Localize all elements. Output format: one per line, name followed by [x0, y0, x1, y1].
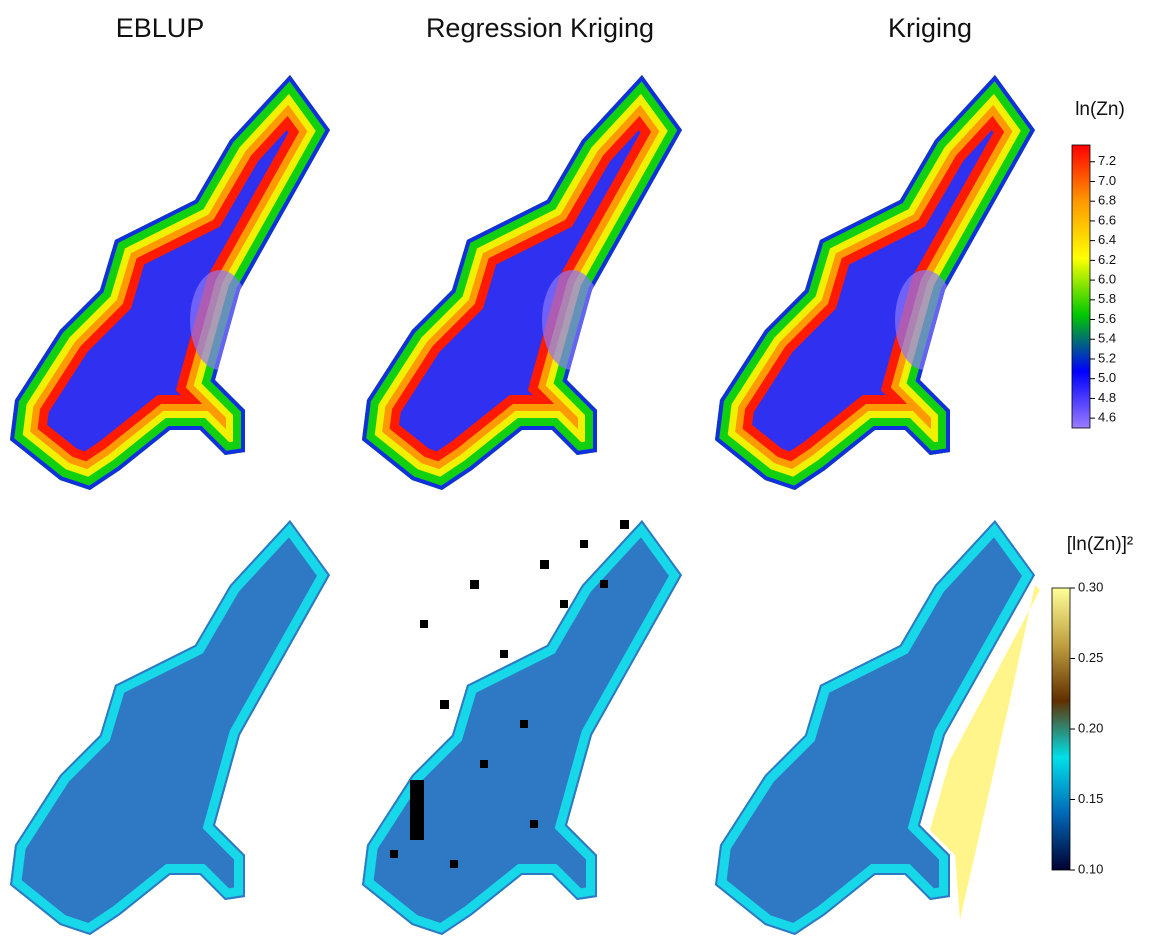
- tick-label: 5.8: [1098, 291, 1116, 306]
- tick-label: 7.2: [1098, 153, 1116, 168]
- tick-label: 6.0: [1098, 272, 1116, 287]
- tick-label: 7.0: [1098, 173, 1116, 188]
- map: [715, 75, 1035, 490]
- colorbar-title: ln(Zn): [1075, 99, 1125, 120]
- tick-label: 6.4: [1098, 232, 1116, 247]
- panel-title: Kriging: [888, 13, 972, 43]
- tick-label: 6.6: [1098, 212, 1116, 227]
- figure: EBLUP Regression Kriging Kriging ln(Zn) …: [0, 0, 1151, 938]
- tick-label: 4.6: [1098, 410, 1116, 425]
- colorbar: [1072, 145, 1090, 428]
- panel-title: EBLUP: [116, 13, 205, 43]
- tick-label: 5.2: [1098, 350, 1116, 365]
- tick-label: 4.8: [1098, 390, 1116, 405]
- colorbar: [1052, 588, 1070, 870]
- tick-label: 5.0: [1098, 370, 1116, 385]
- tick-label: 0.20: [1078, 720, 1103, 735]
- tick-label: 0.10: [1078, 861, 1103, 876]
- panel-title: Regression Kriging: [426, 13, 654, 43]
- maps: [10, 75, 1045, 935]
- map: [10, 75, 330, 490]
- map: [10, 520, 340, 935]
- tick-label: 5.4: [1098, 331, 1116, 346]
- tick-label: 5.6: [1098, 311, 1116, 326]
- tick-label: 0.15: [1078, 791, 1103, 806]
- tick-label: 0.30: [1078, 579, 1103, 594]
- tick-label: 6.2: [1098, 252, 1116, 267]
- tick-label: 6.8: [1098, 193, 1116, 208]
- tick-label: 0.25: [1078, 650, 1103, 665]
- colorbar-title: [ln(Zn)]²: [1067, 534, 1134, 555]
- map: [362, 75, 682, 490]
